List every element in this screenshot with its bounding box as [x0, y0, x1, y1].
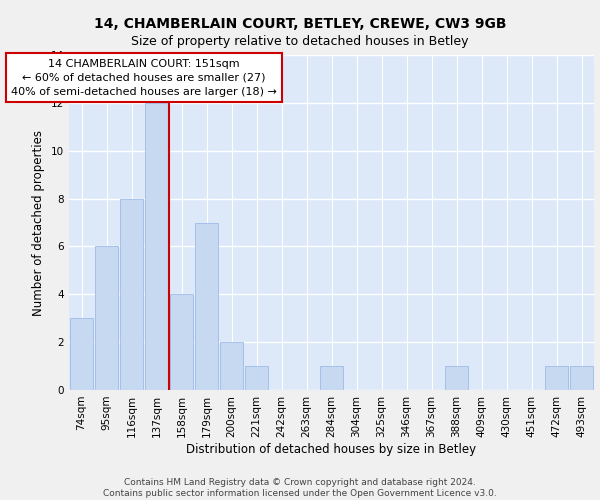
Bar: [545, 366, 568, 390]
Bar: [170, 294, 193, 390]
Bar: [70, 318, 94, 390]
Bar: [569, 366, 593, 390]
Bar: [119, 198, 143, 390]
Bar: [95, 246, 118, 390]
Bar: [245, 366, 268, 390]
Text: 14 CHAMBERLAIN COURT: 151sqm
← 60% of detached houses are smaller (27)
40% of se: 14 CHAMBERLAIN COURT: 151sqm ← 60% of de…: [11, 58, 277, 96]
X-axis label: Distribution of detached houses by size in Betley: Distribution of detached houses by size …: [187, 442, 476, 456]
Text: Size of property relative to detached houses in Betley: Size of property relative to detached ho…: [131, 35, 469, 48]
Bar: [145, 103, 169, 390]
Y-axis label: Number of detached properties: Number of detached properties: [32, 130, 46, 316]
Bar: [220, 342, 244, 390]
Text: Contains HM Land Registry data © Crown copyright and database right 2024.
Contai: Contains HM Land Registry data © Crown c…: [103, 478, 497, 498]
Bar: [194, 222, 218, 390]
Text: 14, CHAMBERLAIN COURT, BETLEY, CREWE, CW3 9GB: 14, CHAMBERLAIN COURT, BETLEY, CREWE, CW…: [94, 18, 506, 32]
Bar: [445, 366, 469, 390]
Bar: [320, 366, 343, 390]
